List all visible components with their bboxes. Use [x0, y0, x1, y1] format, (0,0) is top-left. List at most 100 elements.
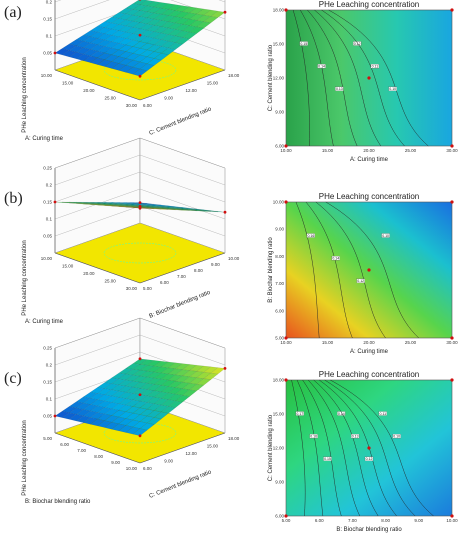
surface-cell [83, 398, 98, 405]
surface-cell [97, 204, 112, 206]
surface-cell [97, 420, 112, 428]
surface-cell [146, 25, 162, 32]
design-point [138, 204, 142, 208]
design-point [284, 336, 288, 340]
surface-cell [90, 57, 105, 65]
surface-cell [104, 402, 120, 410]
surface-cell [160, 361, 176, 369]
design-point [53, 51, 57, 55]
design-point [450, 514, 454, 518]
surface-cell [118, 203, 133, 205]
contour-label: 0.10 [382, 234, 389, 238]
contour-line [313, 379, 379, 517]
design-point [138, 206, 142, 210]
surface-cell [160, 399, 176, 407]
surface-cell [83, 30, 98, 37]
surface-cell [83, 417, 98, 425]
x-tick-label: 5.00 [282, 518, 291, 523]
surface-cell [160, 3, 176, 10]
surface-cell [118, 38, 134, 46]
x-tick-label: 10.00 [446, 518, 458, 523]
surface-cell [139, 17, 155, 25]
y-tick-label: 6.00 [275, 514, 284, 519]
contour-line [305, 201, 353, 339]
contour-label-box [306, 233, 315, 238]
surface-cell [104, 383, 120, 390]
design-point [138, 434, 142, 438]
surface-cell [68, 39, 84, 46]
surface-cell [54, 201, 70, 203]
y-tick-label: 9.00 [275, 480, 284, 485]
z-tick-label: 0.2 [46, 363, 53, 368]
surface-cell [90, 412, 105, 420]
x-tick-label: 8.00 [94, 454, 103, 459]
contour-label-box [337, 411, 346, 416]
wall-gridline [139, 334, 226, 366]
x-tick-label: 15.00 [62, 81, 74, 86]
surface-cell [90, 32, 105, 39]
surface-cell [132, 54, 148, 63]
surface-cell [62, 202, 77, 204]
contour-line [321, 9, 405, 147]
surface-cell [132, 428, 148, 436]
surface-cell [83, 42, 98, 50]
surface-cell [132, 388, 148, 395]
surface-cell [97, 204, 112, 206]
z-tick-label: 0.1 [46, 397, 53, 402]
y-tick-label: 9.00 [164, 96, 173, 101]
contour-label-box [353, 41, 362, 46]
x-tick-label: 8.00 [381, 518, 390, 523]
surface-cell [111, 206, 126, 208]
surface-cell [125, 387, 141, 394]
design-point [138, 201, 142, 205]
contour-label-box [299, 41, 308, 46]
y-tick-label: 15.00 [207, 81, 219, 86]
contour-label: 0.14 [332, 256, 339, 260]
contour-label: 0.10 [393, 434, 400, 438]
surface-cell [168, 368, 183, 376]
x-tick-label: 10.00 [126, 466, 138, 471]
surface-cell [104, 48, 120, 55]
surface-cell [175, 24, 190, 31]
contour-line [314, 9, 382, 147]
x-axis-title: A: Curing time [25, 319, 64, 325]
contour-line [302, 379, 342, 517]
z-tick-label: 0.15 [43, 17, 52, 22]
surface-cell [182, 12, 197, 20]
x-tick-label: 25.00 [104, 96, 116, 101]
y-tick-label: 18.00 [273, 8, 285, 13]
surface-cell [154, 208, 169, 210]
surface-cell [175, 37, 190, 45]
surface-cell [97, 382, 112, 389]
surface-cell [83, 203, 98, 205]
surface-cell [139, 0, 155, 7]
surface-cell [118, 392, 134, 399]
contour-label-box [364, 456, 374, 461]
y-tick-label: 8.00 [194, 268, 203, 273]
y-tick-label: 15.00 [273, 42, 285, 47]
contour-plot-a: PHe Leaching concentration 0.15 0.14 0.13 0.… [268, 0, 458, 163]
contour-label: 0.12 [354, 42, 361, 46]
surface-cell [61, 50, 77, 58]
y-tick-label: 7.00 [275, 281, 284, 286]
surface-cell [175, 395, 190, 403]
surface-cell [83, 203, 98, 205]
surface-cell [61, 412, 77, 420]
contour-title: PHe Leaching concentration [319, 370, 420, 379]
surface-cell [132, 41, 148, 49]
z-axis-title: PHe Leaching concentration [22, 420, 28, 495]
contour-line [328, 9, 429, 147]
surface-cell [132, 16, 148, 23]
design-point [450, 336, 454, 340]
surface-cell [111, 384, 127, 392]
x-tick-label: 20.00 [83, 88, 95, 93]
y-tick-label: 9.00 [164, 459, 173, 464]
surface-cell [132, 10, 148, 17]
surface-cell [132, 370, 148, 377]
design-point [450, 200, 454, 204]
design-point [223, 10, 227, 14]
contour-label-box [370, 64, 380, 69]
surface-cell [68, 52, 84, 59]
surface-cell [104, 205, 119, 207]
y-tick-label: 10.00 [273, 200, 285, 205]
